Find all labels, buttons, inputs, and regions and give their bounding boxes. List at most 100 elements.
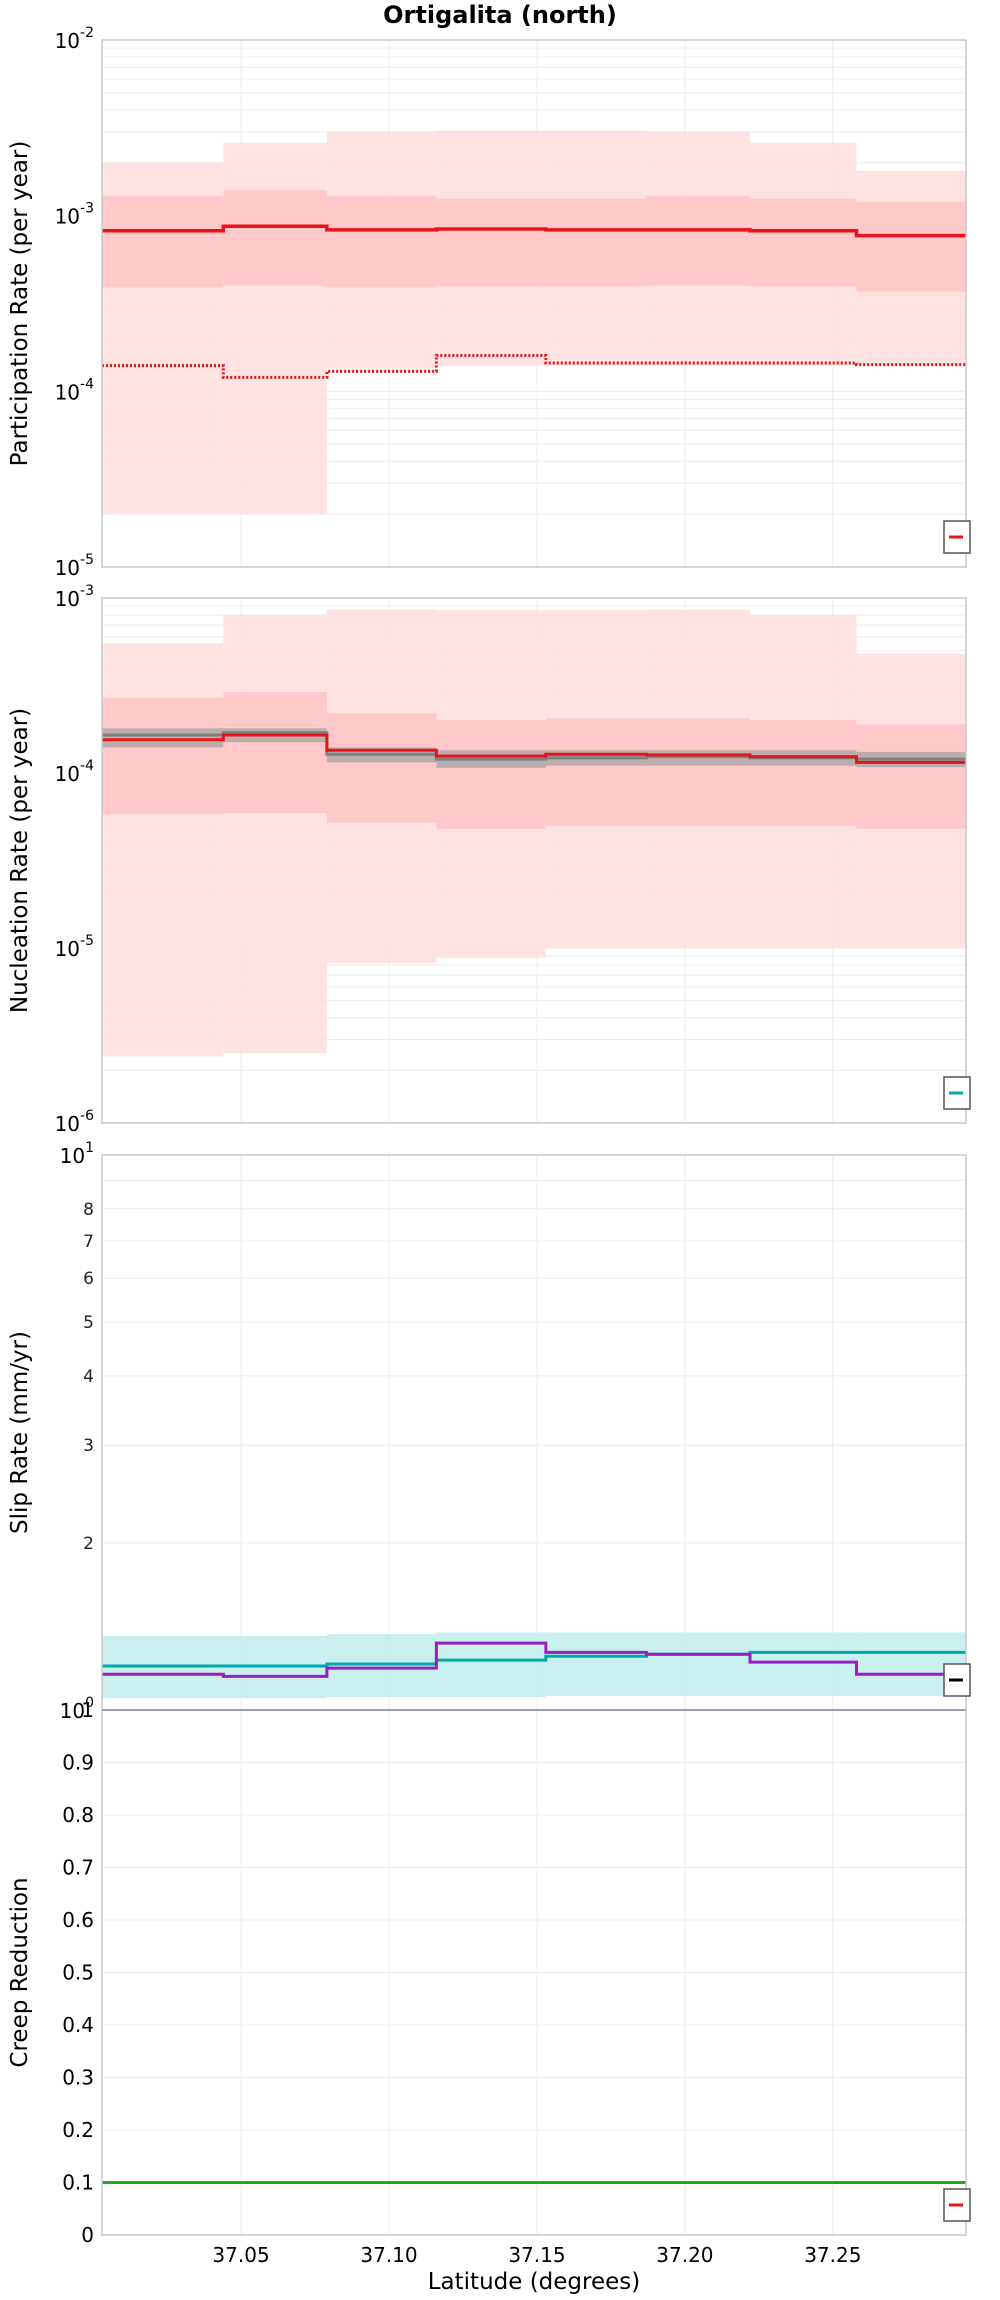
y-tick-label: 100 (60, 1695, 94, 1723)
y-tick-exponent: -4 (80, 376, 94, 392)
y-tick-label: 0.8 (62, 1803, 94, 1827)
legend-box (943, 1663, 971, 1697)
x-ticks: 37.05 37.10 37.15 37.20 37.25 (212, 2243, 861, 2267)
series-red (102, 733, 966, 764)
band-segment (223, 189, 327, 286)
y-tick-label: 101 (60, 1140, 94, 1168)
y-tick-base: 10 (55, 762, 80, 786)
y-tick-label: 0.6 (62, 1908, 94, 1932)
band-segment (326, 1634, 437, 1698)
y-axis-label: Nucleation Rate (per year) (7, 708, 33, 1013)
band-segment (646, 195, 750, 286)
series-mean (102, 224, 966, 238)
y-minor-tick-label: 5 (83, 1313, 94, 1333)
y-tick-exponent: -5 (80, 552, 94, 568)
band-segment (223, 614, 327, 1054)
y-minor-tick-label: 8 (83, 1200, 94, 1220)
y-tick-exponent: 1 (85, 1140, 94, 1156)
band-segment (646, 718, 750, 826)
y-tick-label: 10-6 (55, 1108, 95, 1136)
band-segment (545, 1632, 647, 1696)
plot-area (102, 1155, 966, 1710)
y-tick-label: 0.4 (62, 2013, 94, 2037)
band-segment (326, 713, 437, 823)
y-minor-tick-label: 4 (83, 1367, 94, 1387)
band-segment (750, 720, 857, 826)
plot-frame (101, 1709, 967, 2236)
y-tick-label: 10-2 (55, 25, 94, 53)
band-segment (545, 718, 647, 826)
plot-frame (101, 39, 967, 568)
legend (943, 2188, 971, 2222)
x-tick-label: 37.20 (656, 2243, 713, 2267)
legend-box (943, 1076, 971, 1110)
chart-title: Ortigalita (north) (383, 1, 617, 29)
y-tick-label: 10-4 (55, 376, 95, 404)
grid (102, 1155, 966, 1710)
legend (943, 1663, 971, 1697)
y-tick-label: 10-3 (55, 201, 94, 229)
y-tick-base: 10 (55, 205, 80, 229)
band-segment (646, 1632, 750, 1696)
band-segment (436, 720, 546, 829)
x-tick-label: 37.15 (508, 2243, 565, 2267)
x-tick-label: 37.10 (360, 2243, 417, 2267)
band-segment (856, 724, 966, 829)
y-minor-tick-label: 7 (83, 1232, 94, 1252)
y-tick-label: 0.1 (62, 2171, 94, 2195)
panel-creep: 0 0.1 0.2 0.3 0.4 0.5 0.6 0.7 0.8 0.9 1 Creep Reduc… (7, 1698, 971, 2267)
y-ticks: 0 0.1 0.2 0.3 0.4 0.5 0.6 0.7 0.8 0.9 1 (62, 1698, 94, 2247)
band-segment (436, 198, 546, 287)
y-tick-base: 10 (60, 1699, 85, 1723)
y-tick-label: 0.5 (62, 1961, 94, 1985)
y-axis-label: Participation Rate (per year) (7, 141, 33, 467)
y-tick-base: 10 (60, 1144, 85, 1168)
band-segment (223, 692, 327, 814)
y-tick-exponent: -4 (80, 758, 94, 774)
legend (943, 520, 971, 554)
series-cyan (102, 1650, 966, 1668)
y-tick-label: 10-5 (55, 933, 94, 961)
y-tick-label: 10-5 (55, 552, 94, 580)
plot-frame (101, 597, 967, 1124)
y-minor-tick-label: 2 (83, 1534, 94, 1554)
band-segment (545, 198, 647, 287)
band-segment (102, 728, 224, 748)
y-tick-base: 10 (55, 587, 80, 611)
series-lower (102, 353, 966, 379)
y-tick-base: 10 (55, 937, 80, 961)
y-tick-exponent: -6 (80, 1108, 94, 1124)
y-tick-label: 0.9 (62, 1751, 94, 1775)
y-tick-label: 10-4 (55, 758, 95, 786)
band-segment (856, 201, 966, 292)
y-tick-exponent: -5 (80, 933, 94, 949)
band-segment (102, 697, 224, 815)
y-tick-base: 10 (55, 380, 80, 404)
y-tick-base: 10 (55, 1112, 80, 1136)
band-1 (102, 692, 966, 829)
band-segment (750, 198, 857, 287)
y-tick-label: 0 (81, 2223, 94, 2247)
y-ticks: 10-510-410-310-2 (55, 25, 95, 580)
y-tick-exponent: 0 (85, 1695, 94, 1711)
legend-box (943, 520, 971, 554)
y-ticks: 10-610-510-410-3 (55, 583, 95, 1136)
y-axis-label: Creep Reduction (7, 1877, 33, 2067)
x-axis-label: Latitude (degrees) (428, 2269, 641, 2295)
x-tick-label: 37.05 (212, 2243, 269, 2267)
y-minor-tick-label: 6 (83, 1269, 94, 1289)
series-purple (102, 1641, 966, 1678)
y-tick-base: 10 (55, 556, 80, 580)
band-1 (102, 189, 966, 292)
band-segment (750, 1632, 857, 1696)
x-tick-label: 37.25 (804, 2243, 861, 2267)
y-tick-label: 0.3 (62, 2066, 94, 2090)
y-minor-tick-label: 3 (83, 1436, 94, 1456)
legend (943, 1076, 971, 1110)
band-segment (326, 195, 437, 288)
y-axis-label: Slip Rate (mm/yr) (7, 1331, 33, 1534)
